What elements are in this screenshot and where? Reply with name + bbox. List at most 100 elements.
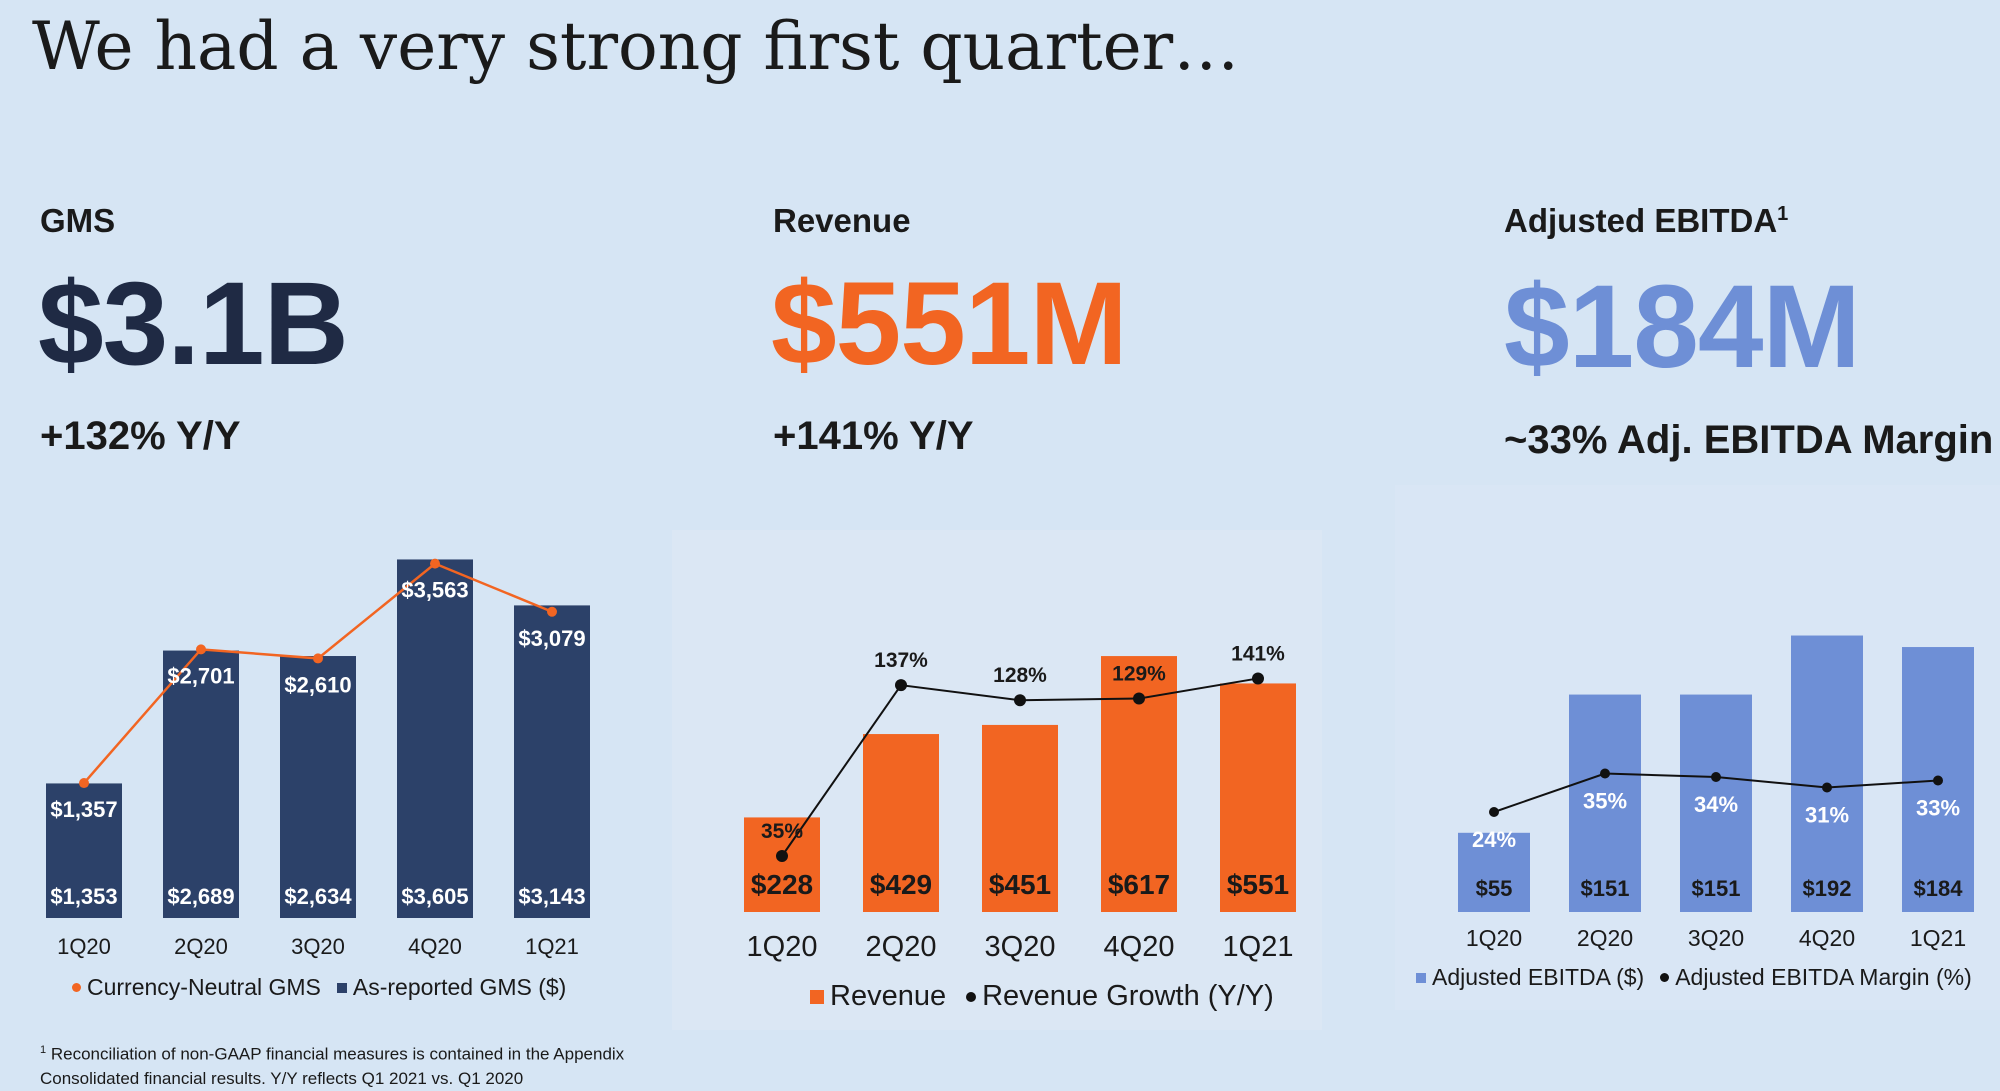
orange-square-icon xyxy=(810,989,824,1004)
ebitda-bar-label: $55 xyxy=(1476,876,1513,901)
gms-x-tick: 3Q20 xyxy=(291,934,345,959)
revenue-chart: $228 1Q20 $429 2Q20 $451 3Q20 $617 4Q20 $551 1Q21… xyxy=(744,642,1296,963)
legend-currency-neutral: Currency-Neutral GMS xyxy=(72,974,321,1001)
ebitda-footnote-marker: 1 xyxy=(1777,203,1789,225)
ebitda-x-tick: 2Q20 xyxy=(1577,925,1633,951)
revenue-x-tick: 1Q20 xyxy=(747,931,818,963)
footnote: 1 Reconciliation of non-GAAP financial m… xyxy=(40,1038,624,1091)
revenue-growth-label: 128% xyxy=(993,664,1047,687)
gms-bar-label: $3,143 xyxy=(518,884,585,909)
revenue-label: Revenue xyxy=(773,202,911,239)
gms-x-tick: 1Q20 xyxy=(57,934,111,959)
ebitda-margin-label: 31% xyxy=(1805,803,1849,828)
ebitda-x-tick: 3Q20 xyxy=(1688,925,1744,951)
revenue-growth-point xyxy=(1252,672,1264,685)
ebitda-margin-point xyxy=(1822,782,1832,793)
footnote-line-2: Consolidated financial results. Y/Y refl… xyxy=(40,1068,524,1088)
legend-ebitda: Adjusted EBITDA ($) xyxy=(1416,964,1644,991)
footnote-marker: 1 xyxy=(40,1044,47,1056)
ebitda-x-tick: 1Q21 xyxy=(1910,925,1966,951)
gms-x-tick: 1Q21 xyxy=(525,934,579,959)
gms-line-label: $2,610 xyxy=(284,672,351,697)
revenue-bar xyxy=(1220,683,1296,912)
blue-square-icon xyxy=(1416,972,1426,983)
revenue-yoy: +141% Y/Y xyxy=(773,414,974,458)
gms-line-point xyxy=(547,606,557,617)
ebitda-bar-label: $192 xyxy=(1803,876,1852,901)
gms-line-label: $3,079 xyxy=(518,626,585,651)
gms-yoy: +132% Y/Y xyxy=(40,414,241,458)
legend-label: Revenue Growth (Y/Y) xyxy=(982,980,1274,1012)
gms-bar-label: $3,605 xyxy=(401,884,468,909)
ebitda-bar-label: $184 xyxy=(1914,876,1964,901)
ebitda-label-text: Adjusted EBITDA xyxy=(1504,202,1778,239)
revenue-bar-label: $617 xyxy=(1108,869,1170,900)
orange-dot-icon xyxy=(72,983,81,992)
legend-label: Adjusted EBITDA Margin (%) xyxy=(1675,964,1972,990)
navy-square-icon xyxy=(336,982,347,993)
gms-value: $3.1B xyxy=(38,258,349,390)
gms-bar xyxy=(163,650,239,918)
legend-as-reported: As-reported GMS ($) xyxy=(336,974,567,1001)
legend-revenue-growth: Revenue Growth (Y/Y) xyxy=(966,980,1274,1013)
ebitda-margin-label: 33% xyxy=(1916,796,1960,821)
revenue-x-tick: 4Q20 xyxy=(1104,931,1175,963)
legend-label: Currency-Neutral GMS xyxy=(87,974,321,1000)
footnote-line-1: 1 Reconciliation of non-GAAP financial m… xyxy=(40,1038,624,1067)
gms-bar xyxy=(397,559,473,918)
ebitda-bar xyxy=(1680,694,1752,912)
black-dot-icon xyxy=(966,991,977,1002)
footnote-text-1: Reconciliation of non-GAAP financial mea… xyxy=(50,1044,625,1064)
gms-bar-label: $2,634 xyxy=(284,884,352,909)
gms-line-point xyxy=(79,778,89,789)
ebitda-bar xyxy=(1791,635,1863,912)
legend-label: Revenue xyxy=(830,980,947,1012)
ebitda-x-tick: 1Q20 xyxy=(1466,925,1522,951)
ebitda-margin-point xyxy=(1600,768,1610,779)
legend-label: As-reported GMS ($) xyxy=(352,974,567,1000)
revenue-bar-label: $551 xyxy=(1227,869,1289,900)
gms-line-label: $2,701 xyxy=(167,663,234,688)
revenue-chart-panel: $228 1Q20 $429 2Q20 $451 3Q20 $617 4Q20 $551 1Q21… xyxy=(672,530,1322,1030)
ebitda-x-tick: 4Q20 xyxy=(1799,925,1855,951)
revenue-bar xyxy=(982,724,1058,912)
ebitda-bar-label: $151 xyxy=(1692,876,1741,901)
gms-line-label: $1,357 xyxy=(50,797,117,822)
revenue-bar-label: $228 xyxy=(751,869,813,900)
gms-x-tick: 4Q20 xyxy=(408,934,462,959)
revenue-growth-label: 129% xyxy=(1112,663,1166,686)
gms-bar xyxy=(514,605,590,918)
ebitda-margin-label: 34% xyxy=(1694,792,1738,817)
black-dot-icon xyxy=(1660,973,1670,982)
revenue-bar-label: $429 xyxy=(870,869,932,900)
gms-line-point xyxy=(430,558,440,569)
revenue-growth-point xyxy=(776,850,788,862)
revenue-value: $551M xyxy=(771,258,1128,390)
revenue-growth-label: 141% xyxy=(1231,642,1285,665)
ebitda-legend: Adjusted EBITDA ($) Adjusted EBITDA Marg… xyxy=(1416,964,1972,991)
gms-bar xyxy=(280,656,356,918)
ebitda-margin-point xyxy=(1489,807,1499,817)
legend-revenue: Revenue xyxy=(810,980,946,1013)
ebitda-bar-label: $151 xyxy=(1581,876,1630,901)
ebitda-margin-label: 35% xyxy=(1583,789,1627,814)
revenue-bar-label: $451 xyxy=(989,869,1051,900)
revenue-bar xyxy=(863,734,939,912)
ebitda-chart: $55 1Q20 $151 2Q20 $151 3Q20 $192 4Q20 $184 1Q21 2… xyxy=(1458,635,1974,951)
gms-bar xyxy=(46,783,122,918)
revenue-x-tick: 1Q21 xyxy=(1223,931,1294,963)
revenue-growth-label: 35% xyxy=(761,820,803,843)
revenue-growth-point xyxy=(1014,694,1026,707)
ebitda-label: Adjusted EBITDA1 xyxy=(1504,202,1788,240)
revenue-legend: Revenue Revenue Growth (Y/Y) xyxy=(810,980,1274,1013)
ebitda-margin: ~33% Adj. EBITDA Margin xyxy=(1504,418,1994,462)
gms-legend: Currency-Neutral GMS As-reported GMS ($) xyxy=(72,974,566,1001)
ebitda-value: $184M xyxy=(1504,261,1861,393)
revenue-growth-point xyxy=(1133,692,1145,705)
ebitda-margin-point xyxy=(1933,775,1943,786)
ebitda-margin-label: 24% xyxy=(1472,827,1516,852)
ebitda-margin-point xyxy=(1711,772,1721,782)
ebitda-bar xyxy=(1458,832,1530,912)
revenue-growth-label: 137% xyxy=(874,649,928,672)
ebitda-chart-panel: $55 1Q20 $151 2Q20 $151 3Q20 $192 4Q20 $184 1Q21 2… xyxy=(1395,485,2000,1010)
